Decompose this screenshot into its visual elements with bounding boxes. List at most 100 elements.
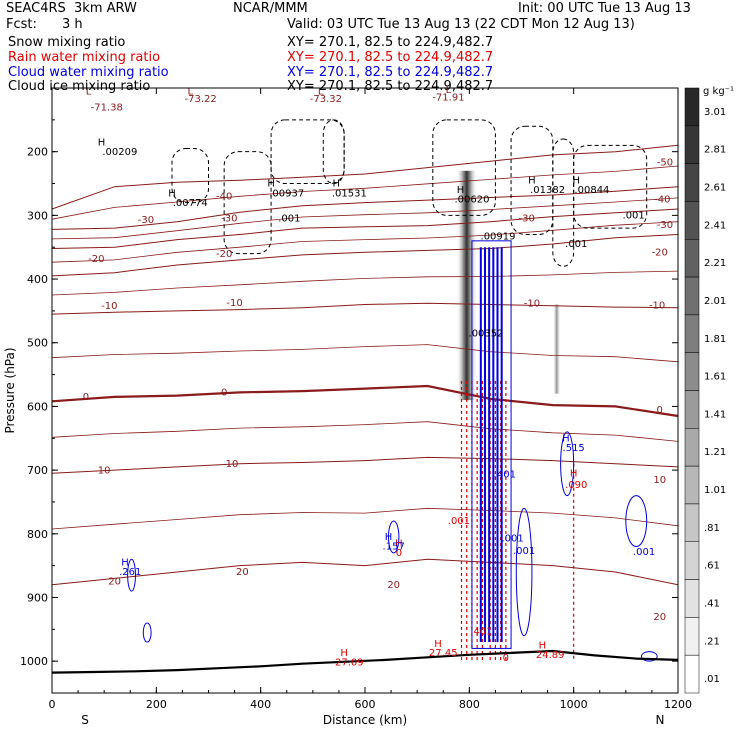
temperature-contour-mid-0 xyxy=(51,165,679,220)
snow-contour-6 xyxy=(510,125,554,235)
temperature-label: 0 xyxy=(83,392,89,403)
field-cloud-ice-xy: XY= 270.1, 82.5 to 224.9,482.7 xyxy=(287,79,494,94)
snow-label: H xyxy=(168,188,176,199)
valid-time: Valid: 03 UTC Tue 13 Aug 13 (22 CDT Mon … xyxy=(287,17,635,32)
snow-label: .001 xyxy=(623,211,645,222)
temperature-contour-mid-3 xyxy=(51,270,679,296)
snow-contour-4 xyxy=(322,119,345,185)
colorbar-label: 2.81 xyxy=(704,145,726,156)
x-tick-label: 600 xyxy=(355,698,376,711)
field-cloud-water-name: Cloud water mixing ratio xyxy=(8,65,169,80)
colorbar-segment xyxy=(684,352,700,391)
x-tick-label: 200 xyxy=(146,698,167,711)
cloud-water-label: .001 xyxy=(633,547,655,558)
temperature-label: -30 xyxy=(138,215,154,226)
cloud-water-blob-5 xyxy=(640,651,658,662)
temperature-label: -73.32 xyxy=(310,94,342,105)
snow-contour-3 xyxy=(270,119,345,185)
snow-label: H xyxy=(457,185,465,196)
x-tick-label: 400 xyxy=(250,698,271,711)
temperature-label: 10 xyxy=(98,465,111,476)
snow-label: .00209 xyxy=(102,147,137,158)
colorbar-segment xyxy=(684,503,700,542)
y-tick-label: 1000 xyxy=(20,655,48,668)
cloud-water-label: H xyxy=(562,433,570,444)
temperature-label: 0 xyxy=(657,405,663,416)
temperature-label: L xyxy=(318,86,324,97)
colorbar-label: 1.81 xyxy=(704,334,726,345)
cloud-water-label: .515 xyxy=(563,443,585,454)
temperature-label: 20 xyxy=(653,612,666,623)
temperature-label: -10 xyxy=(649,300,665,311)
colorbar-segment xyxy=(684,163,700,202)
snow-label: .00844 xyxy=(574,185,609,196)
rain-label: 27.45 xyxy=(429,648,458,659)
temperature-contour--50 xyxy=(51,144,679,210)
colorbar-segment xyxy=(684,617,700,656)
snow-label: H xyxy=(267,179,275,190)
colorbar-label: .21 xyxy=(704,636,720,647)
field-rain-name: Rain water mixing ratio xyxy=(8,50,161,65)
colorbar-label: .41 xyxy=(704,598,720,609)
temperature-contour-mid-5 xyxy=(51,421,679,442)
colorbar-segment xyxy=(684,201,700,240)
rain-label: H xyxy=(395,539,403,550)
snow-label: .001 xyxy=(565,239,587,250)
colorbar-label: 2.21 xyxy=(704,258,726,269)
rain-label: .001 xyxy=(448,516,470,527)
y-tick-label: 900 xyxy=(27,591,48,604)
terrain-line xyxy=(51,649,679,674)
rain-label: 24.89 xyxy=(536,650,565,661)
temperature-label: -30 xyxy=(519,214,535,225)
field-snow-name: Snow mixing ratio xyxy=(8,35,126,50)
y-tick-label: 200 xyxy=(27,146,48,159)
temperature-label: -10 xyxy=(226,298,242,309)
plot-frame xyxy=(51,87,679,694)
fcst-label: Fcst: xyxy=(6,17,37,32)
colorbar-label: 2.41 xyxy=(704,220,726,231)
colorbar-label: 3.01 xyxy=(704,107,726,118)
colorbar-label: 1.61 xyxy=(704,372,726,383)
temperature-label: -50 xyxy=(657,158,673,169)
rain-label: 27.09 xyxy=(335,658,364,669)
colorbar-segment xyxy=(684,314,700,353)
temperature-label: L xyxy=(187,86,193,97)
cloud-water-label: .261 xyxy=(119,567,141,578)
colorbar-unit: g kg⁻¹ xyxy=(703,86,734,97)
x-tick-label: 0 xyxy=(49,698,56,711)
cloud-water-label: .001 xyxy=(513,546,535,557)
colorbar-label: 1.41 xyxy=(704,409,726,420)
cloud-water-label: H xyxy=(121,558,129,569)
colorbar-segment xyxy=(684,654,700,694)
cloud-water-blob-6 xyxy=(515,507,533,637)
cloud-water-blob-0 xyxy=(560,431,575,497)
temperature-label: L xyxy=(446,85,452,96)
snow-contour-8 xyxy=(573,144,648,229)
rain-label: H xyxy=(570,468,578,479)
temperature-label: 20 xyxy=(236,567,249,578)
field-cloud-ice-name: Cloud ice mixing ratio xyxy=(8,79,151,94)
colorbar-label: 2.61 xyxy=(704,183,726,194)
snow-label: .00937 xyxy=(269,188,304,199)
temperature-label: -10 xyxy=(524,298,540,309)
temperature-label: 20 xyxy=(108,577,121,588)
temperature-label: -20 xyxy=(216,249,232,260)
init-time: Init: 00 UTC Tue 13 Aug 13 xyxy=(518,1,691,16)
snow-label: .001 xyxy=(278,214,300,225)
temperature-label: -20 xyxy=(88,254,104,265)
colorbar-segment xyxy=(684,390,700,429)
rain-label: H xyxy=(539,640,547,651)
colorbar-label: .61 xyxy=(704,561,720,572)
rain-label: .090 xyxy=(565,480,587,491)
y-tick-label: 400 xyxy=(27,273,48,286)
snow-contour-5 xyxy=(432,119,496,216)
colorbar-segment xyxy=(684,465,700,505)
temperature-label: -10 xyxy=(101,301,117,312)
field-snow-xy: XY= 270.1, 82.5 to 224.9,482.7 xyxy=(287,35,494,50)
snow-contour-7 xyxy=(552,138,575,267)
temperature-label: -71.38 xyxy=(91,102,123,113)
snow-label: H xyxy=(98,137,106,148)
rain-label: .401 xyxy=(470,626,492,637)
temperature-contour--10 xyxy=(51,302,679,315)
